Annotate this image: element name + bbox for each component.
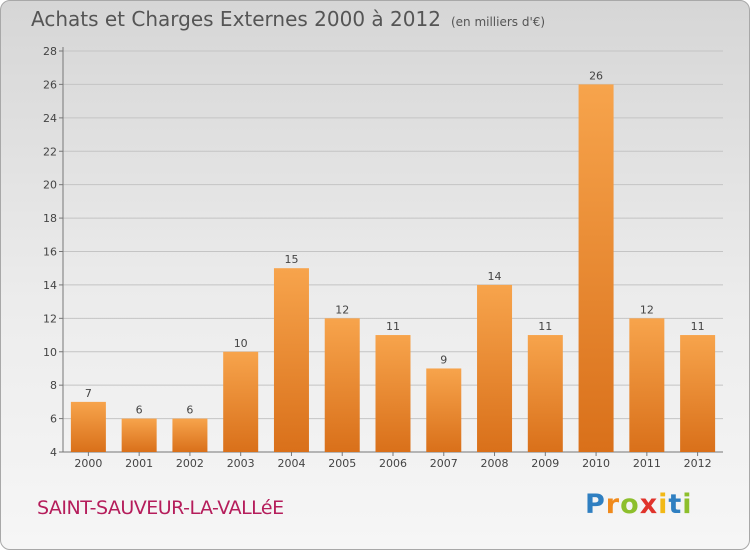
data-label: 11 xyxy=(691,320,705,333)
data-label: 6 xyxy=(136,404,143,417)
data-label: 14 xyxy=(488,270,502,283)
x-tick-label: 2012 xyxy=(684,457,712,470)
bar xyxy=(426,368,462,452)
bar xyxy=(172,418,208,452)
x-tick-label: 2009 xyxy=(531,457,559,470)
labels: 4 6 8 10 12 14 16 18 20 22 24 26 28 7 2000 6 2001 6 2002 10… xyxy=(43,45,712,470)
data-label: 7 xyxy=(85,387,92,400)
logo-letter: x xyxy=(639,489,659,520)
data-label: 11 xyxy=(538,320,552,333)
x-tick-label: 2000 xyxy=(74,457,102,470)
logo-letter: i xyxy=(682,489,693,520)
y-tick-label: 8 xyxy=(50,379,57,392)
bar xyxy=(527,335,563,452)
x-tick-label: 2002 xyxy=(176,457,204,470)
x-tick-label: 2001 xyxy=(125,457,153,470)
x-tick-label: 2004 xyxy=(277,457,305,470)
x-tick-label: 2003 xyxy=(227,457,255,470)
bar xyxy=(223,351,259,452)
proxiti-logo: Proxiti xyxy=(585,489,693,520)
y-tick-label: 28 xyxy=(43,45,57,58)
data-label: 6 xyxy=(186,404,193,417)
x-tick-label: 2006 xyxy=(379,457,407,470)
bar xyxy=(578,84,614,453)
bar xyxy=(324,318,360,452)
x-tick-label: 2005 xyxy=(328,457,356,470)
logo-letter: o xyxy=(620,489,640,520)
data-label: 12 xyxy=(640,303,654,316)
logo-letter: r xyxy=(605,489,621,520)
y-tick-label: 24 xyxy=(43,112,57,125)
chart-title: Achats et Charges Externes 2000 à 2012 (e… xyxy=(31,7,545,31)
town-name: SAINT-SAUVEUR-LA-VALLéE xyxy=(37,497,284,519)
data-label: 12 xyxy=(335,303,349,316)
bar xyxy=(375,335,411,452)
logo-letter: t xyxy=(668,489,683,520)
y-tick-label: 14 xyxy=(43,279,57,292)
y-tick-label: 10 xyxy=(43,346,57,359)
y-tick-label: 16 xyxy=(43,246,57,259)
bar xyxy=(273,268,309,452)
bar xyxy=(121,418,157,452)
data-label: 26 xyxy=(589,69,603,82)
y-tick-label: 26 xyxy=(43,78,57,91)
bar xyxy=(70,401,106,452)
y-tick-label: 12 xyxy=(43,312,57,325)
y-tick-label: 4 xyxy=(50,446,57,459)
data-label: 9 xyxy=(440,353,447,366)
x-tick-label: 2007 xyxy=(430,457,458,470)
y-tick-label: 6 xyxy=(50,413,57,426)
data-label: 11 xyxy=(386,320,400,333)
y-tick-label: 20 xyxy=(43,179,57,192)
x-tick-label: 2011 xyxy=(633,457,661,470)
data-label: 10 xyxy=(234,337,248,350)
data-label: 15 xyxy=(284,253,298,266)
chart-subtitle: (en milliers d'€) xyxy=(450,15,546,29)
bar xyxy=(680,335,716,452)
x-tick-label: 2008 xyxy=(481,457,509,470)
y-tick-label: 18 xyxy=(43,212,57,225)
bar xyxy=(477,284,513,452)
bar xyxy=(629,318,665,452)
bars xyxy=(70,84,716,453)
chart-title-text: Achats et Charges Externes 2000 à 2012 xyxy=(31,7,441,31)
x-tick-label: 2010 xyxy=(582,457,610,470)
y-tick-label: 22 xyxy=(43,145,57,158)
logo-letter: P xyxy=(585,489,606,520)
logo-letter: i xyxy=(658,489,669,520)
